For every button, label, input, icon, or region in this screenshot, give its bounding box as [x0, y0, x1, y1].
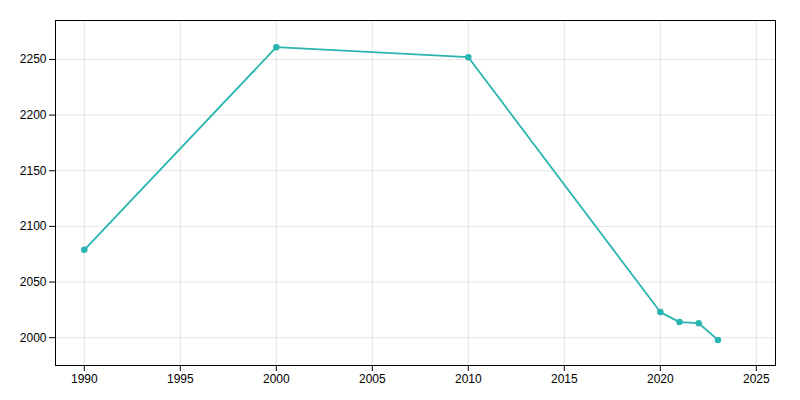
svg-text:2000: 2000: [20, 331, 47, 345]
svg-text:1990: 1990: [71, 372, 98, 386]
svg-text:2025: 2025: [743, 372, 770, 386]
svg-text:2050: 2050: [20, 275, 47, 289]
svg-text:2150: 2150: [20, 164, 47, 178]
svg-text:2250: 2250: [20, 52, 47, 66]
svg-text:2020: 2020: [647, 372, 674, 386]
svg-text:2200: 2200: [20, 108, 47, 122]
svg-text:2000: 2000: [263, 372, 290, 386]
svg-text:2015: 2015: [551, 372, 578, 386]
svg-text:2005: 2005: [359, 372, 386, 386]
svg-text:1995: 1995: [167, 372, 194, 386]
svg-text:2100: 2100: [20, 219, 47, 233]
svg-text:2010: 2010: [455, 372, 482, 386]
